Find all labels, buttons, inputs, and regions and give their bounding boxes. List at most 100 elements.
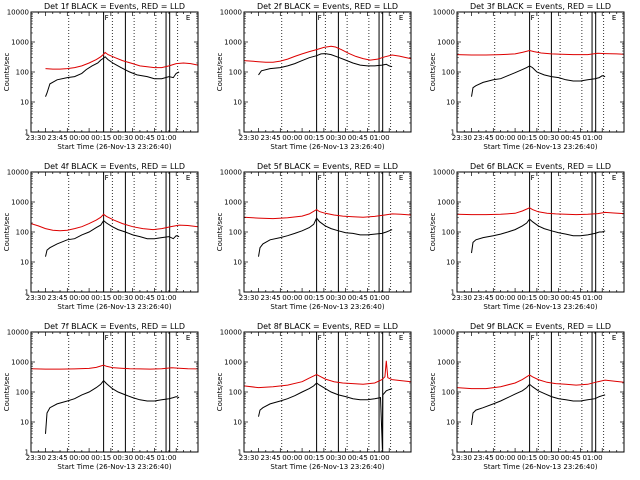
y-tick-label: 1000	[437, 199, 455, 207]
x-tick-label: 23:30	[26, 454, 46, 462]
x-tick-label: 00:00	[495, 454, 515, 462]
x-tick-label: 00:00	[69, 454, 89, 462]
series-line-events	[258, 382, 393, 450]
series-line-lld	[457, 374, 624, 390]
series-line-lld	[244, 45, 411, 63]
interval-marker-E: E	[399, 174, 403, 182]
x-tick-label: 00:15	[517, 454, 537, 462]
series-line-events	[258, 53, 393, 76]
x-tick-label: 23:45	[48, 134, 68, 142]
y-tick-label: 100	[442, 389, 455, 397]
y-axis-label: Counts/sec	[429, 53, 437, 92]
interval-marker-F: F	[318, 174, 322, 182]
y-tick-label: 100	[229, 389, 242, 397]
y-tick-label: 10	[446, 259, 455, 267]
interval-marker-F: F	[531, 334, 535, 342]
interval-marker-E: E	[612, 334, 616, 342]
x-tick-label: 00:15	[304, 134, 324, 142]
x-tick-label: 01:00	[156, 454, 176, 462]
plot-frame	[30, 331, 199, 453]
y-tick-label: 10	[446, 99, 455, 107]
x-tick-label: 00:15	[304, 454, 324, 462]
x-tick-label: 00:00	[69, 134, 89, 142]
interval-marker-E: E	[612, 174, 616, 182]
y-tick-label: 100	[16, 69, 29, 77]
chart-title: Det 8f BLACK = Events, RED = LLD	[257, 322, 398, 331]
chart-title: Det 9f BLACK = Events, RED = LLD	[470, 322, 611, 331]
chart-title: Det 6f BLACK = Events, RED = LLD	[470, 162, 611, 171]
y-tick-label: 100	[229, 229, 242, 237]
chart-svg: Det 1f BLACK = Events, RED = LLD F E 23:30 2…	[3, 2, 199, 151]
x-tick-label: 00:15	[304, 294, 324, 302]
chart-title: Det 4f BLACK = Events, RED = LLD	[44, 162, 185, 171]
x-tick-label: 01:00	[369, 294, 389, 302]
x-axis-label: Start Time (26-Nov-13 23:26:40)	[483, 303, 597, 311]
x-tick-label: 00:30	[539, 294, 559, 302]
chart-svg: Det 4f BLACK = Events, RED = LLD F E 23:30 2…	[3, 162, 199, 311]
y-tick-label: 1	[25, 449, 29, 457]
y-tick-label: 1000	[224, 39, 242, 47]
x-tick-label: 23:30	[26, 294, 46, 302]
plot-frame	[30, 11, 199, 133]
y-tick-label: 10	[446, 419, 455, 427]
x-tick-label: 00:00	[282, 454, 302, 462]
y-tick-label: 10000	[220, 329, 242, 337]
y-tick-label: 100	[442, 69, 455, 77]
x-tick-label: 23:45	[474, 134, 494, 142]
y-tick-label: 1000	[224, 359, 242, 367]
interval-marker-E: E	[399, 14, 403, 22]
y-tick-label: 1000	[437, 359, 455, 367]
series-line-lld	[244, 209, 411, 220]
x-tick-label: 23:30	[452, 454, 472, 462]
x-tick-label: 00:15	[91, 134, 111, 142]
y-tick-label: 1000	[11, 359, 29, 367]
y-tick-label: 1	[25, 289, 29, 297]
detector-panel-7: Det 7f BLACK = Events, RED = LLD F E 23:30 2…	[0, 320, 213, 480]
x-tick-label: 00:45	[348, 454, 368, 462]
x-tick-label: 00:15	[517, 134, 537, 142]
chart-svg: Det 3f BLACK = Events, RED = LLD F E 23:30 2…	[429, 2, 625, 151]
y-tick-label: 10	[20, 99, 29, 107]
detector-panel-5: Det 5f BLACK = Events, RED = LLD F E 23:30 2…	[213, 160, 426, 320]
x-tick-label: 00:30	[326, 294, 346, 302]
chart-svg: Det 9f BLACK = Events, RED = LLD F E 23:30 2…	[429, 322, 625, 471]
series-line-lld	[457, 207, 624, 216]
y-tick-label: 10	[233, 99, 242, 107]
series-line-events	[45, 56, 180, 97]
x-tick-label: 01:00	[582, 134, 602, 142]
plot-frame	[243, 331, 412, 453]
x-tick-label: 23:45	[261, 134, 281, 142]
series-line-lld	[45, 51, 198, 70]
chart-title: Det 3f BLACK = Events, RED = LLD	[470, 2, 611, 11]
series-line-lld	[244, 360, 411, 389]
chart-title: Det 1f BLACK = Events, RED = LLD	[44, 2, 185, 11]
x-tick-label: 00:15	[91, 454, 111, 462]
chart-svg: Det 8f BLACK = Events, RED = LLD F E 23:30 2…	[216, 322, 412, 471]
y-tick-label: 10000	[7, 329, 29, 337]
detector-panel-6: Det 6f BLACK = Events, RED = LLD F E 23:30 2…	[426, 160, 639, 320]
series-line-events	[258, 217, 393, 257]
interval-marker-F: F	[318, 334, 322, 342]
plot-frame	[30, 171, 199, 293]
y-tick-label: 10	[20, 259, 29, 267]
detector-panel-4: Det 4f BLACK = Events, RED = LLD F E 23:30 2…	[0, 160, 213, 320]
x-axis-label: Start Time (26-Nov-13 23:26:40)	[270, 143, 384, 151]
y-tick-label: 1000	[224, 199, 242, 207]
x-tick-label: 00:00	[495, 134, 515, 142]
detector-panel-8: Det 8f BLACK = Events, RED = LLD F E 23:30 2…	[213, 320, 426, 480]
y-tick-label: 1000	[11, 39, 29, 47]
x-tick-label: 00:00	[282, 134, 302, 142]
y-tick-label: 10	[233, 419, 242, 427]
y-axis-label: Counts/sec	[216, 53, 224, 92]
interval-marker-E: E	[186, 14, 190, 22]
y-tick-label: 100	[229, 69, 242, 77]
x-tick-label: 01:00	[369, 454, 389, 462]
x-tick-label: 00:45	[135, 294, 155, 302]
chart-svg: Det 5f BLACK = Events, RED = LLD F E 23:30 2…	[216, 162, 412, 311]
x-tick-label: 00:30	[113, 294, 133, 302]
chart-title: Det 7f BLACK = Events, RED = LLD	[44, 322, 185, 331]
x-tick-label: 00:00	[495, 294, 515, 302]
x-tick-label: 00:30	[326, 134, 346, 142]
x-tick-label: 23:30	[452, 134, 472, 142]
y-tick-label: 1000	[11, 199, 29, 207]
